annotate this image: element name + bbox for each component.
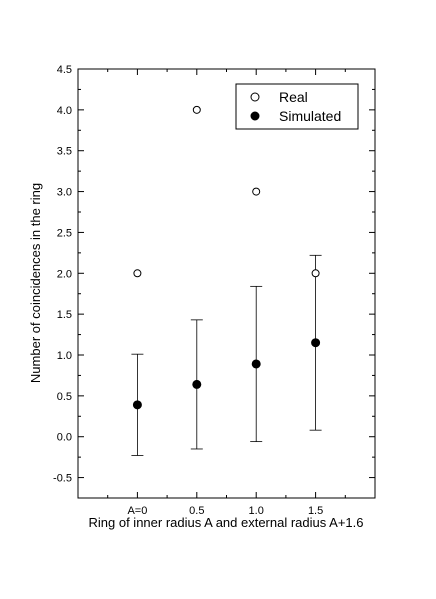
point-real <box>192 105 201 114</box>
x-tick-label: 1.5 <box>308 505 323 517</box>
legend: Real Simulated <box>235 83 359 130</box>
x-tick-label: 1.0 <box>249 505 264 517</box>
y-tick-label: -0.5 <box>53 473 72 485</box>
y-tick-label: 3.0 <box>57 187 72 199</box>
y-tick-label: 1.5 <box>57 309 72 321</box>
point-simulated <box>132 400 142 410</box>
plot-frame <box>77 68 376 499</box>
y-tick-label: 2.5 <box>57 227 72 239</box>
legend-label-real: Real <box>279 89 308 105</box>
point-real <box>311 269 320 278</box>
legend-box <box>235 83 359 130</box>
error-bars <box>131 254 322 456</box>
legend-marker-real <box>250 92 260 102</box>
y-tick-label: 0.5 <box>57 391 72 403</box>
point-simulated <box>251 359 261 369</box>
point-real <box>252 187 261 196</box>
data-points <box>132 105 321 410</box>
y-axis-label: Number of coincidences in the ring <box>28 183 43 383</box>
y-tick-label: 4.5 <box>57 64 72 76</box>
y-tick-label: 2.0 <box>57 268 72 280</box>
y-tick-label: 0.0 <box>57 432 72 444</box>
x-tick-label: A=0 <box>127 505 147 517</box>
y-tick-label: 4.0 <box>57 105 72 117</box>
y-tick-label: 1.0 <box>57 350 72 362</box>
x-axis-label: Ring of inner radius A and external radi… <box>89 515 364 530</box>
x-tick-label: 0.5 <box>189 505 204 517</box>
legend-label-simulated: Simulated <box>279 108 341 124</box>
y-axis-ticks: -0.5 0.0 0.5 1.0 1.5 2.0 2.5 3.0 3.5 4.0 4.5 <box>53 64 375 485</box>
y-tick-label: 3.5 <box>57 146 72 158</box>
legend-marker-simulated <box>250 111 260 121</box>
point-simulated <box>311 338 321 348</box>
x-axis-ticks: A=0 0.5 1.0 1.5 <box>107 69 346 517</box>
point-simulated <box>192 379 202 389</box>
point-real <box>133 269 142 278</box>
